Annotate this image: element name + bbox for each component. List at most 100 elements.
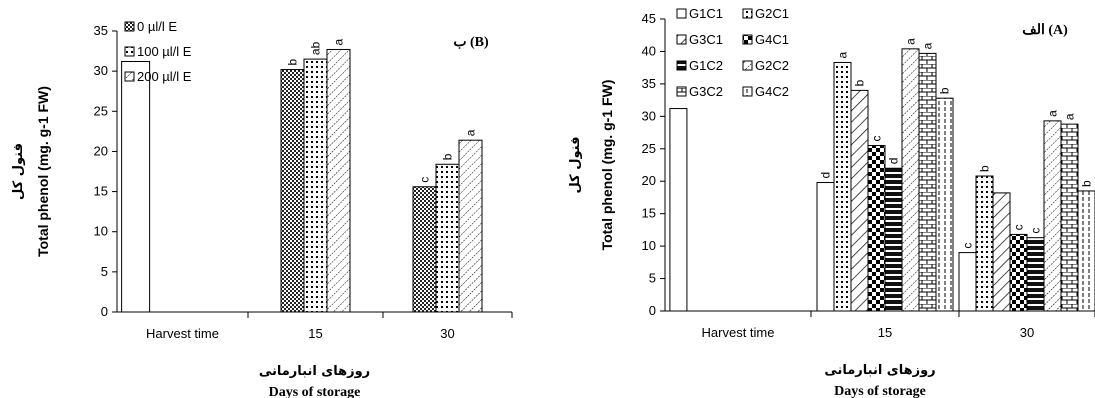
x-tick-label: 15 — [878, 325, 892, 340]
bar-200-l-l-e-15 — [326, 48, 351, 313]
bar-200-l-l-e-30 — [458, 139, 483, 313]
bar-g4c2-15 — [935, 97, 954, 312]
bar-g1c2-15 — [884, 167, 903, 312]
y-tick-label: 45 — [642, 11, 656, 26]
legend-label: G1C2 — [689, 58, 723, 73]
legend-swatch — [742, 86, 753, 97]
legend-label: G3C2 — [689, 84, 723, 99]
y-tick-label: 15 — [94, 184, 108, 199]
bar-g1c1-30 — [958, 252, 977, 312]
significance-label: a — [1063, 113, 1077, 120]
y-tick-label: 0 — [101, 304, 108, 319]
y-tick-label: 5 — [101, 264, 108, 279]
y-axis-label-persian: فنول کل — [568, 137, 583, 194]
significance-label: c — [1012, 224, 1026, 230]
panel-title: الف (A) — [1022, 23, 1068, 38]
bar-g3c2-30 — [1060, 123, 1079, 312]
significance-label: a — [464, 129, 478, 136]
x-axis-label-persian: روزهای انبارمانی — [259, 364, 370, 379]
significance-label: b — [286, 59, 300, 66]
legend-swatch — [742, 8, 753, 19]
y-axis-label: Total phenol (mg. g-1 FW) — [35, 86, 51, 257]
bar-100-l-l-e-15 — [303, 58, 328, 313]
y-tick-label: 30 — [642, 108, 656, 123]
legend-swatch — [676, 86, 687, 97]
x-axis-label-persian: روزهای انبارمانی — [824, 363, 935, 378]
x-tick-label: Harvest time — [146, 326, 219, 341]
significance-label: a — [1046, 110, 1060, 117]
bar-g3c1-15 — [850, 89, 869, 312]
x-axis-label: Days of storage — [834, 384, 926, 398]
chart-panel-A: 0 5 10 15 20 25 30 35 40 45 Harvest time 15 30 d a b c d a… — [568, 6, 1095, 398]
bar-g3c2-15 — [918, 52, 937, 312]
y-axis-label: Total phenol (mg. g-1 FW) — [599, 80, 615, 251]
legend-label: G2C2 — [755, 58, 789, 73]
legend-label: 0 µl/l E — [137, 19, 177, 34]
y-tick-label: 15 — [642, 206, 656, 221]
legend-label: G1C1 — [689, 6, 723, 21]
y-tick-label: 35 — [642, 76, 656, 91]
legend-label: G3C1 — [689, 32, 723, 47]
bar-g2c2-30 — [1043, 120, 1062, 312]
legend-swatch — [676, 34, 687, 45]
legend-label: 100 µl/l E — [137, 44, 192, 59]
bar-g1c2-30 — [1026, 237, 1045, 312]
y-tick-label: 20 — [642, 173, 656, 188]
significance-label: b — [938, 87, 952, 94]
significance-label: b — [978, 165, 992, 172]
x-axis-label: Days of storage — [269, 385, 361, 398]
bar-g4c1-15 — [867, 145, 886, 312]
y-tick-label: 10 — [642, 238, 656, 253]
legend-swatch — [124, 71, 135, 82]
y-tick-label: 5 — [649, 271, 656, 286]
significance-label: b — [853, 79, 867, 86]
significance-label: a — [836, 51, 850, 58]
significance-label: c — [1029, 228, 1043, 234]
y-tick-label: 25 — [94, 103, 108, 118]
bar-100-l-l-e-30 — [435, 163, 460, 313]
significance-label: c — [961, 243, 975, 249]
legend-label: 200 µl/l E — [137, 69, 192, 84]
significance-label: b — [441, 153, 455, 160]
legend-swatch — [676, 8, 687, 19]
significance-label: c — [418, 177, 432, 183]
bar-harvest-control — [121, 61, 151, 313]
legend-label: G4C2 — [755, 84, 789, 99]
y-tick-label: 0 — [649, 303, 656, 318]
y-axis-label-persian: فنول کل — [11, 143, 26, 200]
significance-label: c — [870, 136, 884, 142]
significance-label: a — [332, 38, 346, 45]
significance-label: b — [1080, 180, 1094, 187]
legend-label: G4C1 — [755, 32, 789, 47]
y-tick-label: 30 — [94, 63, 108, 78]
legend-swatch — [124, 21, 135, 32]
significance-label: ab — [309, 41, 323, 55]
bar-0-l-l-e-30 — [412, 186, 437, 313]
y-tick-label: 10 — [94, 224, 108, 239]
y-tick-label: 40 — [642, 43, 656, 58]
legend-swatch — [742, 60, 753, 71]
y-tick-label: 25 — [642, 141, 656, 156]
significance-label: d — [819, 172, 833, 179]
significance-label: a — [921, 42, 935, 49]
x-tick-label: 30 — [440, 326, 454, 341]
bar-g2c2-15 — [901, 48, 920, 312]
bar-g2c1-15 — [833, 61, 852, 312]
legend-swatch — [742, 34, 753, 45]
bar-g4c1-30 — [1009, 233, 1028, 312]
bar-g1c1-15 — [816, 182, 835, 312]
legend-label: G2C1 — [755, 6, 789, 21]
x-tick-label: 30 — [1020, 325, 1034, 340]
bar-harvest-control — [669, 108, 688, 312]
panel-title: ب (B) — [453, 35, 489, 50]
significance-label: a — [904, 38, 918, 45]
x-tick-label: Harvest time — [702, 325, 775, 340]
x-tick-label: 15 — [308, 326, 322, 341]
bar-0-l-l-e-15 — [280, 69, 305, 313]
significance-label: d — [887, 158, 901, 165]
y-tick-label: 35 — [94, 23, 108, 38]
legend-swatch — [124, 46, 135, 57]
bar-g4c2-30 — [1077, 190, 1095, 312]
bar-g3c1-30 — [992, 192, 1011, 312]
